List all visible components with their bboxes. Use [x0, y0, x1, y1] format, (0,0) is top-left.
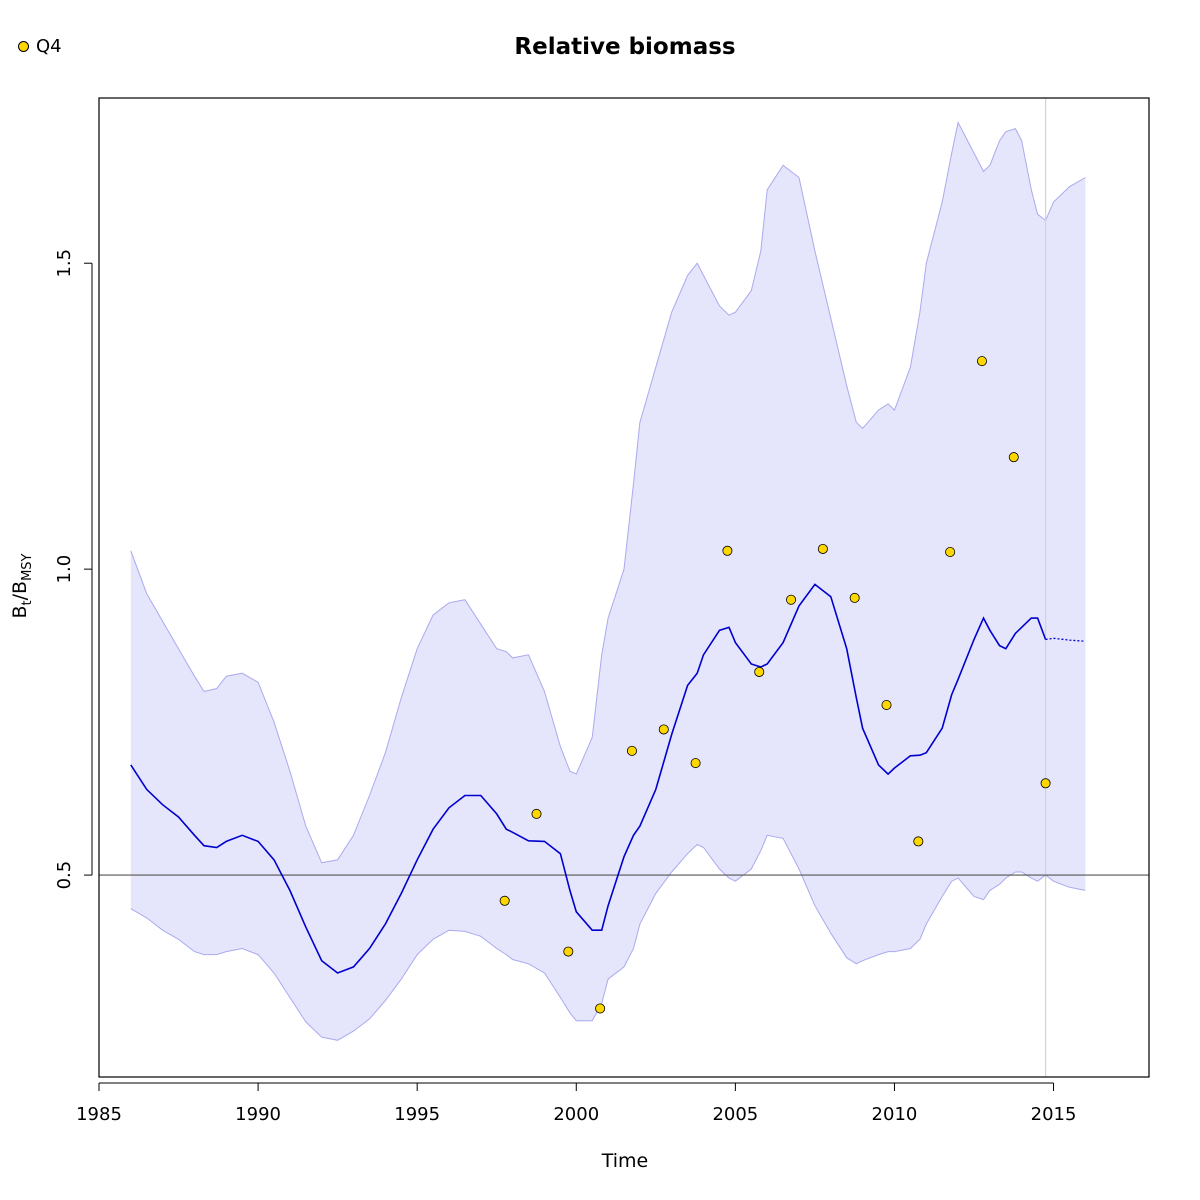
q4-observation-point	[945, 547, 956, 558]
legend-label: Q4	[36, 36, 62, 57]
confidence-upper-edge	[130, 121, 1086, 864]
q4-observation-point	[563, 946, 574, 957]
q4-observation-point	[626, 745, 637, 756]
confidence-band	[130, 122, 1086, 1041]
y-axis-label: Bt/BMSY	[9, 553, 35, 619]
q4-observation-point	[849, 592, 860, 603]
q4-observation-point	[690, 758, 701, 769]
legend-marker-icon	[18, 41, 29, 52]
q4-observation-point	[658, 724, 669, 735]
biomass-forecast-line	[1045, 637, 1086, 642]
q4-observation-point	[881, 699, 892, 710]
x-tick-label: 2005	[712, 1104, 758, 1125]
q4-observation-point	[754, 666, 765, 677]
q4-observation-point	[976, 356, 987, 367]
x-tick-label: 1995	[394, 1104, 440, 1125]
q4-observation-point	[1040, 778, 1051, 789]
q4-observation-point	[595, 1003, 606, 1014]
y-tick-label: 0.5	[54, 861, 75, 890]
x-tick-label: 2010	[872, 1104, 918, 1125]
x-axis-label: Time	[601, 1150, 649, 1172]
q4-observations	[499, 356, 1051, 1014]
x-tick-label: 1990	[235, 1104, 281, 1125]
chart-title: Relative biomass	[514, 34, 736, 60]
q4-observation-point	[499, 895, 510, 906]
x-tick-label: 1985	[76, 1104, 122, 1125]
x-tick-label: 2015	[1031, 1104, 1077, 1125]
confidence-lower-edge	[130, 834, 1086, 1041]
q4-observation-point	[722, 545, 733, 556]
q4-observation-point	[817, 543, 828, 554]
x-axis: 1985 1990 1995 2000 2005 2010 2015	[76, 1082, 1077, 1125]
x-tick-label: 2000	[553, 1104, 599, 1125]
biomass-estimate-line	[130, 583, 1047, 974]
q4-observation-point	[786, 594, 797, 605]
y-tick-label: 1.5	[54, 249, 75, 278]
legend: Q4	[18, 36, 62, 57]
y-tick-label: 1.0	[54, 555, 75, 584]
q4-observation-point	[1008, 452, 1019, 463]
q4-observation-point	[913, 836, 924, 847]
y-axis: 0.5 1.0 1.5	[54, 249, 93, 890]
plot-frame	[98, 97, 1150, 1078]
q4-observation-point	[531, 808, 542, 819]
